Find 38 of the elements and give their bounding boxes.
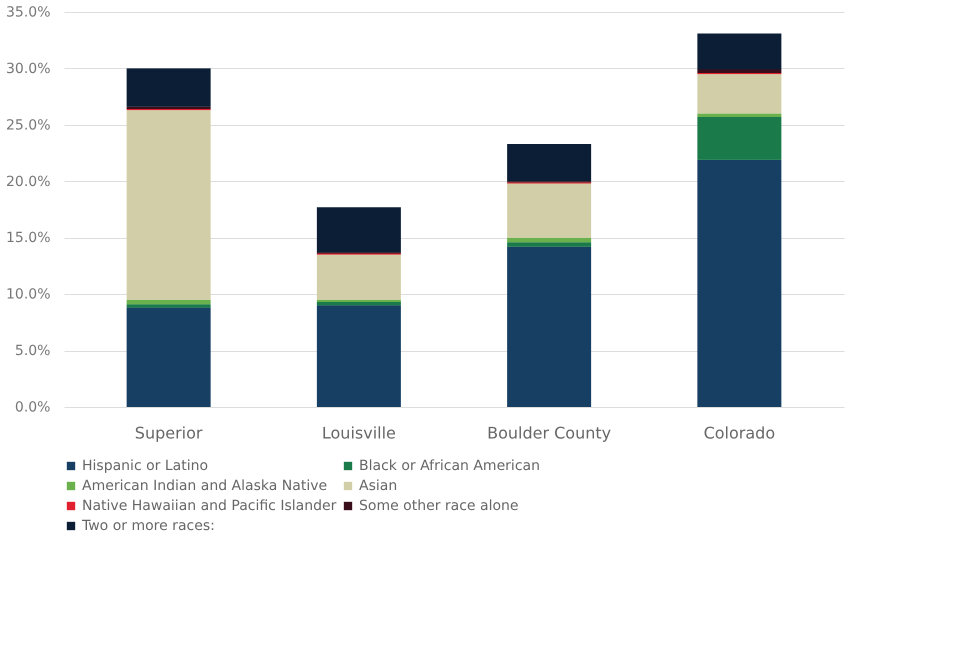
y-tick-label: 35.0% bbox=[6, 4, 50, 20]
bar bbox=[697, 74, 782, 114]
bar bbox=[126, 300, 211, 304]
bar bbox=[126, 68, 211, 107]
bar bbox=[507, 242, 592, 247]
bar bbox=[697, 114, 782, 117]
y-tick-label: 30.0% bbox=[6, 60, 50, 77]
bar bbox=[697, 33, 782, 70]
bar bbox=[126, 308, 211, 407]
bar bbox=[316, 207, 401, 252]
x-tick-label: Colorado bbox=[704, 424, 776, 442]
bar bbox=[126, 110, 211, 300]
y-tick-label: 0.0% bbox=[14, 400, 50, 416]
legend-label: American Indian and Alaska Native bbox=[82, 478, 328, 494]
bar bbox=[507, 144, 592, 182]
bar bbox=[507, 246, 592, 407]
y-tick-label: 5.0% bbox=[14, 343, 50, 360]
bar bbox=[507, 238, 592, 242]
bar bbox=[316, 254, 401, 300]
legend-label: Two or more races: bbox=[81, 518, 215, 534]
legend-label: Asian bbox=[359, 478, 398, 494]
y-tick-label: 10.0% bbox=[6, 286, 50, 303]
x-tick-label: Superior bbox=[134, 424, 203, 442]
bar bbox=[697, 160, 782, 407]
x-tick-label: Louisville bbox=[322, 424, 396, 442]
bar bbox=[507, 184, 592, 238]
y-tick-label: 20.0% bbox=[6, 174, 50, 190]
bar bbox=[697, 116, 782, 160]
legend-label: Some other race alone bbox=[359, 498, 519, 514]
bar bbox=[697, 70, 782, 73]
legend-label: Hispanic or Latino bbox=[82, 458, 208, 474]
y-tick-label: 15.0% bbox=[6, 230, 50, 246]
y-tick-label: 25.0% bbox=[6, 117, 50, 134]
legend-label: Black or African American bbox=[359, 458, 540, 474]
bar bbox=[316, 302, 401, 306]
legend-label: Native Hawaiian and Pacific Islander bbox=[82, 498, 337, 514]
bar bbox=[316, 305, 401, 407]
x-tick-label: Boulder County bbox=[487, 424, 612, 442]
